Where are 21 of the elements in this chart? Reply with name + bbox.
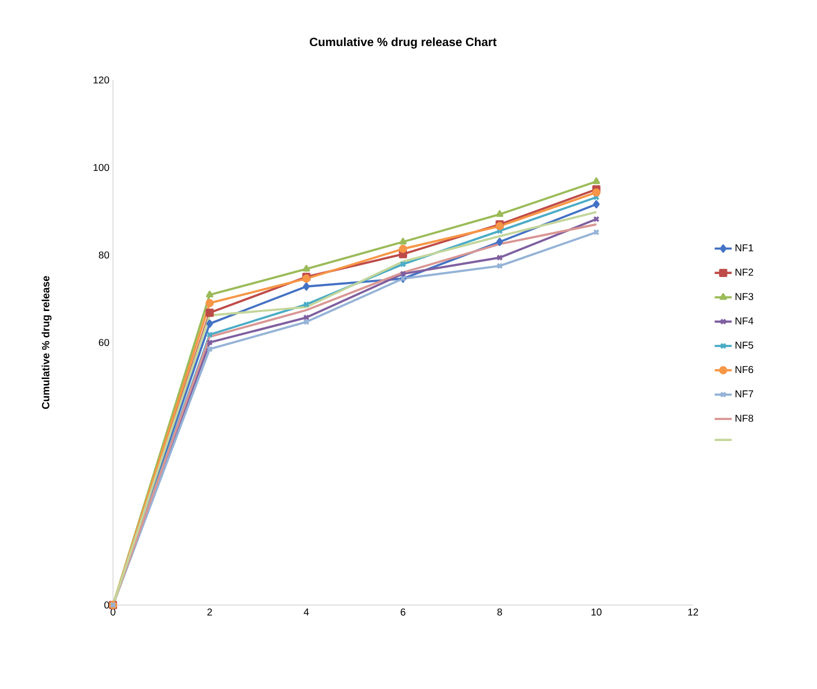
x-tick-label: 4: [304, 608, 309, 616]
legend-label: NF5: [736, 342, 754, 349]
x-tick-label: 12: [688, 608, 698, 616]
legend-label: NF7: [736, 390, 754, 398]
y-tick-label: 60: [98, 338, 110, 346]
legend-label: NF3: [736, 293, 754, 300]
x-tick-label: 2: [207, 608, 212, 616]
x-tick-label: 10: [592, 608, 602, 616]
y-tick-label: 80: [98, 251, 110, 259]
x-tick-label: 6: [400, 608, 406, 616]
legend-label: NF1: [736, 244, 754, 252]
chart-title: Cumulative % drug release Chart: [310, 37, 497, 49]
y-tick-label: 120: [94, 76, 110, 84]
legend-label: NF4: [736, 317, 754, 324]
legend-label: NF6: [736, 366, 754, 374]
x-tick-label: 8: [497, 608, 502, 616]
y-axis-title: Cumulative % drug release: [42, 276, 52, 409]
y-tick-label: 100: [94, 164, 110, 172]
y-tick-label: 0: [104, 601, 110, 609]
legend-label: NF2: [736, 268, 754, 276]
legend-label: NF8: [736, 414, 754, 422]
